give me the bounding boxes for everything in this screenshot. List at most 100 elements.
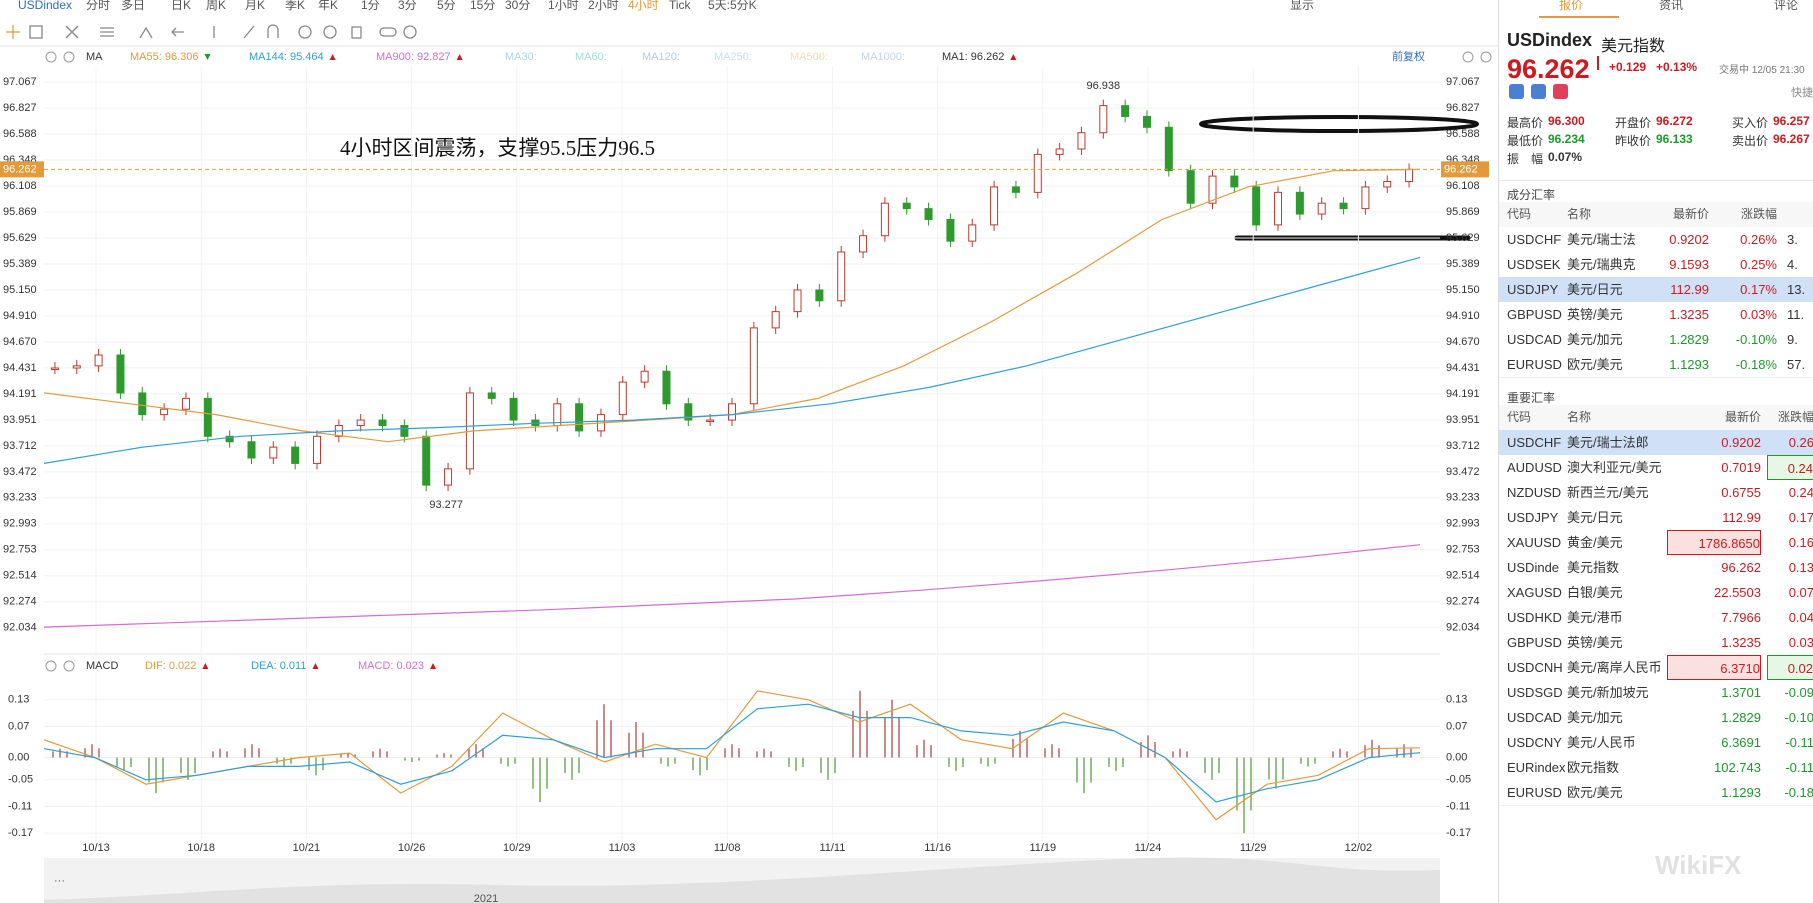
period-tab[interactable]: 日K (171, 0, 191, 12)
cell: 22.5503 (1714, 585, 1761, 600)
period-tab[interactable]: Tick (669, 0, 692, 12)
action-icon[interactable] (1531, 84, 1546, 99)
candle (1055, 148, 1064, 155)
table-row[interactable]: USDCNY 美元/人民币 6.3691 -0.11 (1499, 730, 1813, 756)
stat-value: 96.257 (1773, 114, 1810, 128)
table-row[interactable]: USDCHF 美元/瑞士法郎 0.9202 0.26 (1499, 430, 1813, 456)
cell: 0.17% (1740, 282, 1777, 297)
period-tab[interactable]: 多日 (121, 0, 145, 12)
cell: 美元/港币 (1567, 610, 1623, 625)
period-tab[interactable]: 1分 (361, 0, 380, 12)
symbol-tab[interactable]: USDindex (18, 0, 72, 12)
table-row[interactable]: USDJPY 美元/日元 112.99 0.17 (1499, 505, 1813, 531)
y-tick-label: 96.588 (3, 128, 37, 140)
table-row[interactable]: USDSGD 美元/新加坡元 1.3701 -0.09 (1499, 680, 1813, 706)
table-row[interactable]: XAGUSD 白银/美元 22.5503 0.07 (1499, 580, 1813, 606)
period-tab[interactable]: 15分 (470, 0, 495, 12)
ma-legend: MA144: 95.464 (249, 51, 324, 63)
plot-settings[interactable] (45, 51, 1492, 672)
ma-legend: MA900: 92.827 (376, 51, 451, 63)
restore-button[interactable]: 前复权 (1392, 49, 1425, 63)
period-tab[interactable]: 5分 (437, 0, 456, 12)
cell: 美元/加元 (1567, 332, 1623, 347)
cell: 1.3701 (1721, 685, 1761, 700)
x-tick-label: 10/29 (503, 842, 531, 854)
chart-area: ··· 2021 4小时区间震荡，支撑95.5压力96.5 USDindex 分时… (0, 0, 1498, 903)
cell: 0.26 (1788, 435, 1813, 450)
cell: 1786.8650 (1667, 530, 1761, 555)
navigator-handle[interactable]: ··· (54, 875, 65, 887)
table-row[interactable]: USDCHF 美元/瑞士法 0.9202 0.26% 3. (1499, 227, 1813, 253)
table-row[interactable]: USDCAD 美元/加元 1.2829 -0.10 (1499, 705, 1813, 731)
cell: USDHKD (1507, 610, 1562, 625)
quick-button[interactable]: 快捷 (1791, 87, 1813, 99)
ma-legend: MA30: (505, 51, 537, 63)
period-tab[interactable]: 分时 (86, 0, 110, 12)
y-tick-label: 92.034 (1446, 622, 1480, 634)
table-row[interactable]: GBPUSD 英镑/美元 1.3235 0.03 (1499, 630, 1813, 656)
table-row[interactable]: EURUSD 欧元/美元 1.1293 -0.18% 57. (1499, 352, 1813, 378)
action-icon[interactable] (1509, 84, 1524, 99)
cell: GBPUSD (1507, 635, 1562, 650)
table-row[interactable]: NZDUSD 新西兰元/美元 0.6755 0.24 (1499, 480, 1813, 506)
y-tick-label: 94.431 (3, 362, 37, 374)
candle (225, 435, 234, 443)
cell: 美元/新加坡元 (1567, 685, 1649, 700)
cell: USDCAD (1507, 332, 1562, 347)
y-tick-label: 94.670 (3, 336, 37, 348)
panel-tab[interactable]: 评论 (1774, 0, 1799, 12)
cell: USDSGD (1507, 685, 1563, 700)
period-tab[interactable]: 4小时 (628, 0, 659, 12)
change: +0.129 (1609, 60, 1647, 74)
period-tab[interactable]: 3分 (398, 0, 417, 12)
y-tick-label: -0.11 (1446, 800, 1470, 812)
candle (706, 419, 715, 423)
cell: 美元指数 (1567, 560, 1620, 575)
period-tab[interactable]: 季K (285, 0, 305, 12)
panel-tab[interactable]: 报价 (1559, 0, 1584, 12)
cell: USDCHF (1507, 232, 1562, 247)
table-row[interactable]: AUDUSD 澳大利亚元/美元 0.7019 0.24 (1499, 455, 1813, 481)
period-tab[interactable]: 30分 (505, 0, 530, 12)
y-tick-label: 95.389 (1446, 258, 1480, 270)
period-tab[interactable]: 年K (318, 0, 338, 12)
candle (269, 446, 278, 459)
y-tick-label: 96.827 (3, 102, 37, 114)
stat-value: 96.300 (1548, 114, 1585, 128)
header-cell: 名称 (1567, 410, 1592, 424)
table-row[interactable]: USDCAD 美元/加元 1.2829 -0.10% 9. (1499, 327, 1813, 353)
candle (946, 218, 955, 242)
cell: 6.3710 (1667, 655, 1761, 680)
cell: 0.6755 (1721, 485, 1761, 500)
y-tick-label: 0.13 (1446, 694, 1467, 706)
y-tick-label: -0.17 (8, 827, 33, 839)
period-tab[interactable]: 周K (206, 0, 226, 12)
stat-value: 96.272 (1656, 114, 1693, 128)
table-row[interactable]: EURindex 欧元指数 102.743 -0.11 (1499, 755, 1813, 781)
table-row[interactable]: GBPUSD 英镑/美元 1.3235 0.03% 11. (1499, 302, 1813, 328)
cell: 0.03 (1788, 635, 1813, 650)
display-menu[interactable]: 显示 (1290, 0, 1314, 12)
candle (1208, 175, 1217, 204)
period-tab[interactable]: 月K (245, 0, 265, 12)
period-tab[interactable]: 5天:5分K (708, 0, 757, 12)
table-row[interactable]: USDSEK 美元/瑞典克 9.1593 0.25% 4. (1499, 252, 1813, 278)
cell: 4. (1787, 257, 1798, 272)
panel-tab[interactable]: 资讯 (1659, 0, 1684, 12)
period-tab[interactable]: 1小时 (548, 0, 579, 12)
cell: USDCNY (1507, 735, 1562, 750)
table-row[interactable]: USDHKD 美元/港币 7.7966 0.04 (1499, 605, 1813, 631)
x-tick-label: 11/03 (609, 842, 636, 854)
action-icon[interactable] (1553, 84, 1568, 99)
table-row[interactable]: XAUUSD 黄金/美元 1786.8650 0.16 (1499, 530, 1813, 556)
stat-value: 96.267 (1773, 132, 1810, 146)
drawing-tools[interactable] (6, 24, 417, 39)
table-row[interactable]: USDCNH 美元/离岸人民币 6.3710 0.02 (1499, 655, 1813, 681)
stat-label: 最高价 (1507, 116, 1544, 130)
table-row[interactable]: USDinde 美元指数 96.262 0.13 (1499, 555, 1813, 581)
table-row[interactable]: USDJPY 美元/日元 112.99 0.17% 13. (1499, 277, 1813, 303)
candle (160, 408, 169, 416)
table-row[interactable]: EURUSD 欧元/美元 1.1293 -0.18 (1499, 780, 1813, 806)
y-tick-label: -0.11 (8, 800, 32, 812)
period-tab[interactable]: 2小时 (588, 0, 619, 12)
